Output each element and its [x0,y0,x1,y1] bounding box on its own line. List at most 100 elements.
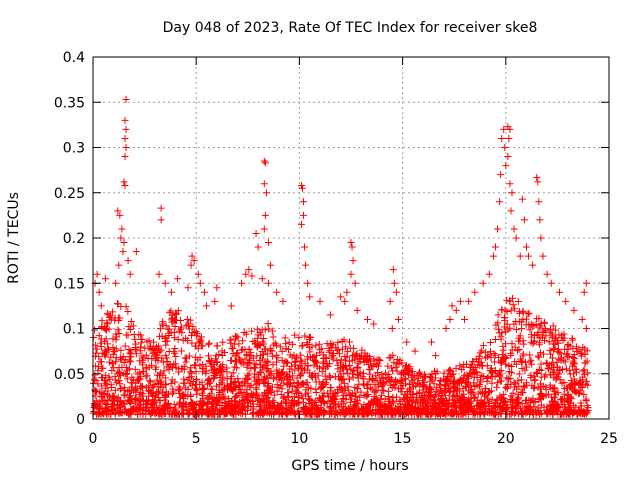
scatter-point [206,375,213,382]
scatter-point [183,359,190,366]
scatter-point [123,303,130,310]
scatter-point [279,298,286,305]
scatter-point [253,230,260,237]
scatter-point [299,381,306,388]
scatter-point [570,307,577,314]
scatter-point [136,369,143,376]
scatter-point [227,337,234,344]
scatter-point [494,225,501,232]
scatter-point [123,126,130,133]
scatter-point [267,262,274,269]
y-tick-label: 0.2 [63,231,85,247]
scatter-point [120,178,127,185]
scatter-point [355,381,362,388]
scatter-point [205,352,212,359]
scatter-point [387,298,394,305]
scatter-point [178,347,185,354]
scatter-point [245,266,252,273]
scatter-point [533,174,540,181]
scatter-point [501,144,508,151]
scatter-point [195,271,202,278]
scatter-point [534,178,541,185]
scatter-point [121,153,128,160]
x-tick-label: 0 [89,431,98,447]
scatter-point [277,343,284,350]
scatter-point [346,375,353,382]
scatter-point [120,239,127,246]
scatter-point [493,384,500,391]
scatter-point [490,253,497,260]
scatter-point [488,380,495,387]
scatter-point [390,266,397,273]
scatter-point [213,284,220,291]
x-tick-label: 20 [497,431,515,447]
scatter-point [145,355,152,362]
scatter-point [385,388,392,395]
scatter-point [491,359,498,366]
x-tick-label: 25 [600,431,618,447]
scatter-point [357,389,364,396]
scatter-point [117,347,124,354]
scatter-point [177,317,184,324]
scatter-point [460,391,467,398]
scatter-point [556,289,563,296]
scatter-point [162,342,169,349]
scatter-point [306,293,313,300]
scatter-point [158,216,165,223]
scatter-point [175,336,182,343]
scatter-point [285,389,292,396]
x-tick-label: 15 [394,431,412,447]
scatter-point [184,316,191,323]
scatter-point [125,257,132,264]
scatter-point [175,387,182,394]
scatter-point [267,347,274,354]
y-tick-label: 0.35 [54,95,85,111]
scatter-point [337,293,344,300]
scatter-point [537,235,544,242]
x-tick-label: 5 [192,431,201,447]
scatter-point [91,327,98,334]
scatter-point [264,365,271,372]
scatter-point [348,239,355,246]
y-tick-label: 0.05 [54,367,85,383]
scatter-point [197,280,204,287]
scatter-point [391,280,398,287]
scatter-point [393,289,400,296]
y-tick-label: 0.4 [63,50,85,66]
scatter-point [133,248,140,255]
scatter-point [124,375,131,382]
scatter-point [495,311,502,318]
scatter-point [181,380,188,387]
scatter-point [535,198,542,205]
scatter-point [509,340,516,347]
scatter-point [395,316,402,323]
scatter-point [327,311,334,318]
scatter-point [427,385,434,392]
scatter-point [302,262,309,269]
scatter-point [529,262,536,269]
scatter-point [239,337,246,344]
scatter-point [122,342,129,349]
scatter-point [122,371,129,378]
scatter-point [219,339,226,346]
scatter-point [201,289,208,296]
scatter-point [496,198,503,205]
scatter-point [270,333,277,340]
x-axis-label: GPS time / hours [291,458,408,474]
scatter-point [261,158,268,165]
y-axis-label: ROTI / TECUs [6,192,22,284]
scatter-point [521,216,528,223]
scatter-point [115,262,122,269]
scatter-point [304,280,311,287]
scatter-point [526,351,533,358]
scatter-point [510,379,517,386]
scatter-point [262,212,269,219]
scatter-point [548,280,555,287]
scatter-point [112,387,119,394]
scatter-point [297,371,304,378]
scatter-point [520,309,527,316]
scatter-point [507,375,514,382]
scatter-point [498,135,505,142]
scatter-point [583,280,590,287]
scatter-point [211,298,218,305]
